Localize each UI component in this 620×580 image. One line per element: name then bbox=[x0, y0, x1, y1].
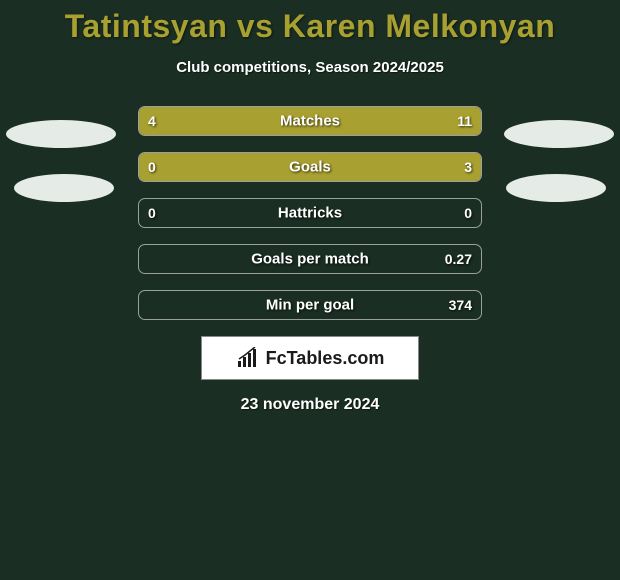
stat-row: 4 11 Matches bbox=[0, 106, 620, 136]
stat-value-right: 0.27 bbox=[445, 251, 472, 267]
branding-chart-icon bbox=[236, 347, 262, 369]
branding-box: FcTables.com bbox=[201, 336, 419, 380]
comparison-title: Tatintsyan vs Karen Melkonyan bbox=[0, 0, 620, 45]
stat-label: Hattricks bbox=[278, 205, 342, 222]
stat-value-right: 3 bbox=[464, 159, 472, 175]
comparison-subtitle: Club competitions, Season 2024/2025 bbox=[0, 59, 620, 76]
branding-text: FcTables.com bbox=[266, 348, 385, 369]
stat-row: 0 0 Hattricks bbox=[0, 198, 620, 228]
stat-bar-right bbox=[231, 107, 481, 135]
stat-bar-container: Min per goal bbox=[138, 290, 482, 320]
stat-value-right: 0 bbox=[464, 205, 472, 221]
date-text: 23 november 2024 bbox=[0, 396, 620, 414]
stat-label: Min per goal bbox=[266, 297, 354, 314]
stat-value-right: 11 bbox=[457, 113, 472, 129]
stat-label: Goals bbox=[289, 159, 331, 176]
stat-value-right: 374 bbox=[449, 297, 472, 313]
stat-label: Goals per match bbox=[251, 251, 369, 268]
stats-chart: 4 11 Matches 0 3 Goals 0 0 Hattricks 0.27 Goals pe… bbox=[0, 106, 620, 320]
stat-value-left: 0 bbox=[148, 205, 156, 221]
stat-bar-container: Goals per match bbox=[138, 244, 482, 274]
stat-bar-container: Matches bbox=[138, 106, 482, 136]
stat-row: 374 Min per goal bbox=[0, 290, 620, 320]
stat-value-left: 4 bbox=[148, 113, 156, 129]
stat-row: 0 3 Goals bbox=[0, 152, 620, 182]
stat-value-left: 0 bbox=[148, 159, 156, 175]
stat-label: Matches bbox=[280, 113, 340, 130]
stat-bar-container: Goals bbox=[138, 152, 482, 182]
stat-row: 0.27 Goals per match bbox=[0, 244, 620, 274]
stat-bar-container: Hattricks bbox=[138, 198, 482, 228]
